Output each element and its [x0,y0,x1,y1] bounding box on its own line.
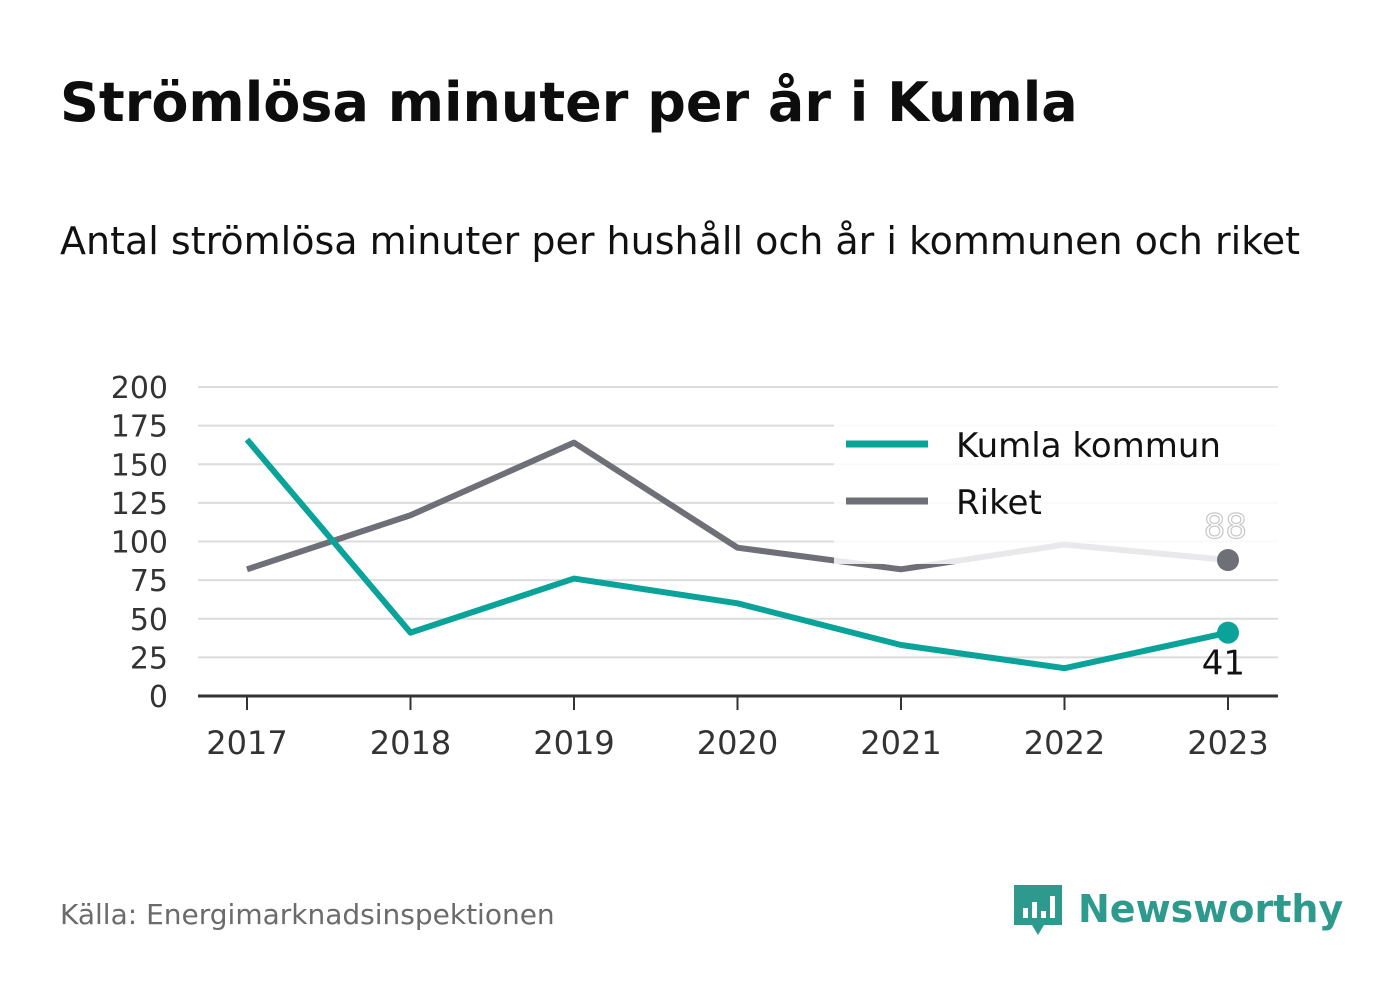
x-tick-label: 2017 [206,724,287,762]
y-tick-label: 50 [130,603,168,638]
legend: Kumla kommun Riket [834,422,1280,564]
x-axis: 2017 2018 2019 2020 2021 2022 2023 [198,694,1278,762]
y-tick-label: 25 [130,641,168,676]
x-tick-label: 2019 [533,724,614,762]
x-tick-label: 2018 [370,724,451,762]
source-note: Källa: Energimarknadsinspektionen [60,898,555,931]
chart-subtitle: Antal strömlösa minuter per hushåll och … [60,219,1301,263]
end-value-label: 41 [1202,644,1245,684]
end-point-marker [1217,621,1239,644]
y-tick-label: 150 [111,448,168,483]
series-line-kumla [244,437,1229,672]
end-point-marker [1217,549,1239,572]
brand-logo: Newsworthy [1010,876,1343,942]
y-tick-label: 200 [111,371,168,406]
y-tick-label: 75 [130,564,168,599]
x-tick-label: 2023 [1187,724,1268,762]
chart-title: Strömlösa minuter per år i Kumla [60,71,1078,134]
brand-name: Newsworthy [1078,887,1344,931]
x-tick-label: 2022 [1024,724,1105,762]
y-tick-label: 125 [111,487,168,522]
end-point-markers: 41 88 [1202,506,1248,684]
x-tick-label: 2020 [697,724,778,762]
legend-label: Kumla kommun [956,426,1221,466]
y-tick-label: 175 [111,410,168,445]
x-tick-label: 2021 [860,724,941,762]
newsworthy-logo-icon [1014,885,1062,935]
gridlines [198,386,1278,659]
y-tick-label: 100 [111,526,168,561]
legend-label: Riket [956,483,1042,523]
y-tick-label: 0 [149,680,168,715]
end-value-label: 88 [1204,507,1247,547]
